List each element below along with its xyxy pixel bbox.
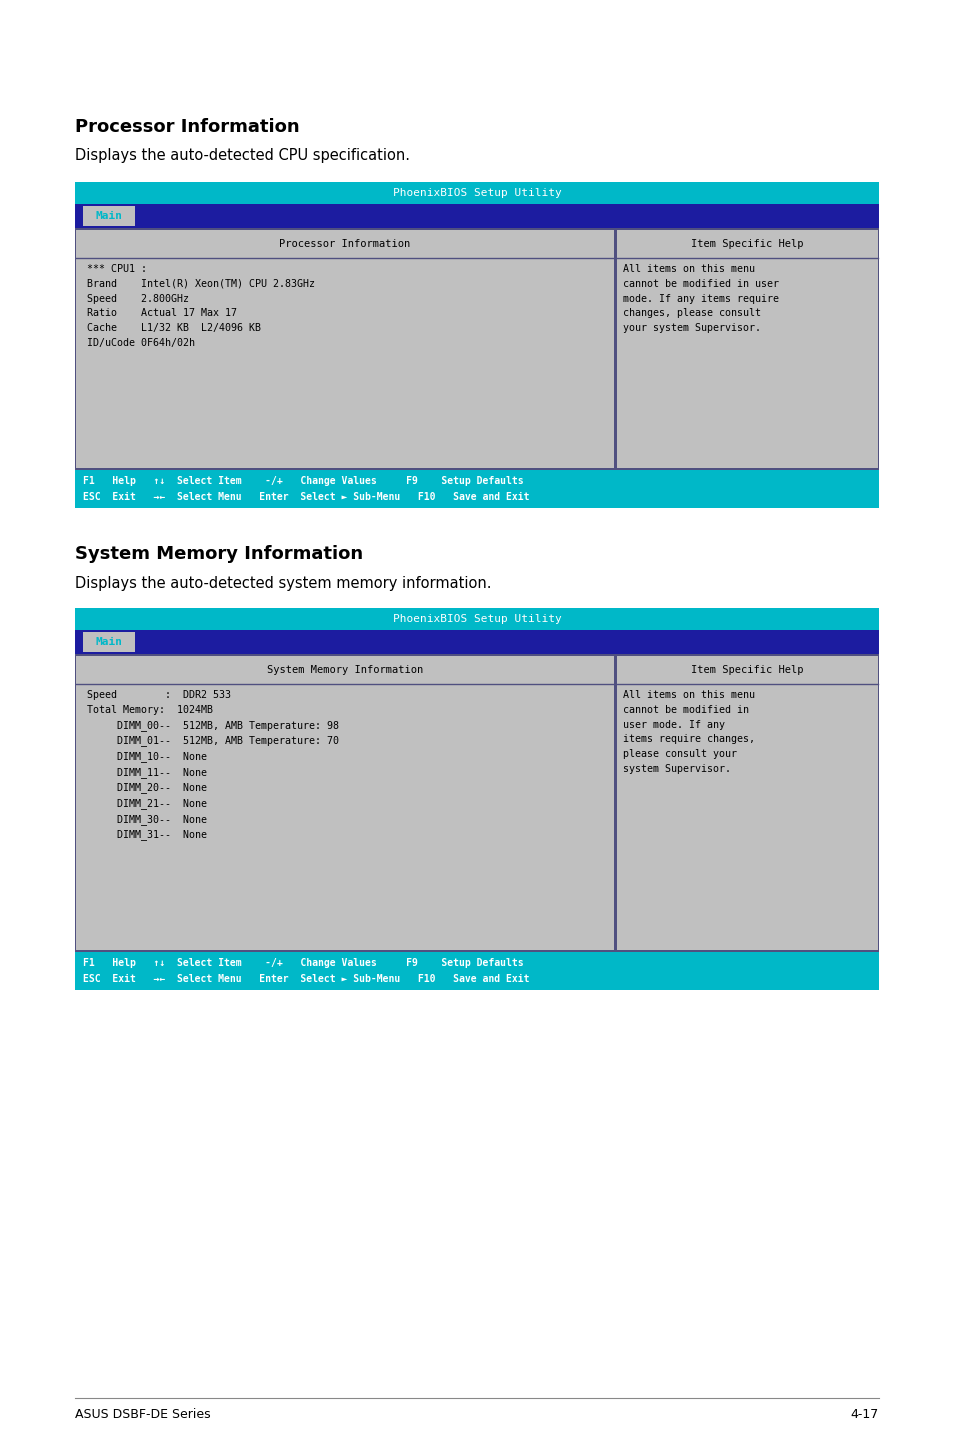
Text: All items on this menu
cannot be modified in
user mode. If any
items require cha: All items on this menu cannot be modifie… [622, 690, 754, 774]
Bar [617, 656, 877, 951]
Bar [83, 206, 135, 226]
Text: PhoenixBIOS Setup Utility: PhoenixBIOS Setup Utility [393, 614, 560, 624]
Text: All items on this menu
cannot be modified in user
mode. If any items require
cha: All items on this menu cannot be modifie… [622, 265, 779, 334]
Bar [76, 230, 614, 467]
Bar [617, 230, 877, 467]
Bar [75, 470, 878, 508]
Bar [76, 230, 614, 257]
Text: 4-17: 4-17 [850, 1408, 878, 1422]
Text: ESC  Exit   →←  Select Menu   Enter  Select ► Sub-Menu   F10   Save and Exit: ESC Exit →← Select Menu Enter Select ► S… [83, 492, 529, 502]
Text: Main: Main [95, 211, 122, 221]
Text: System Memory Information: System Memory Information [267, 664, 423, 674]
Text: Processor Information: Processor Information [279, 239, 410, 249]
Bar [76, 656, 614, 951]
Text: F1   Help   ↑↓  Select Item    -/+   Change Values     F9    Setup Defaults: F1 Help ↑↓ Select Item -/+ Change Values… [83, 476, 523, 486]
Bar [83, 631, 135, 651]
Bar [617, 656, 877, 684]
Text: Main: Main [95, 637, 122, 647]
Text: PhoenixBIOS Setup Utility: PhoenixBIOS Setup Utility [393, 188, 560, 198]
Bar [75, 630, 878, 654]
Text: Displays the auto-detected system memory information.: Displays the auto-detected system memory… [75, 577, 491, 591]
Bar [75, 952, 878, 989]
Bar [75, 608, 878, 989]
Text: F1   Help   ↑↓  Select Item    -/+   Change Values     F9    Setup Defaults: F1 Help ↑↓ Select Item -/+ Change Values… [83, 958, 523, 968]
Bar [76, 656, 614, 684]
Text: *** CPU1 :
Brand    Intel(R) Xeon(TM) CPU 2.83GHz
Speed    2.800GHz
Ratio    Act: *** CPU1 : Brand Intel(R) Xeon(TM) CPU 2… [87, 265, 314, 348]
Bar [75, 204, 878, 229]
Text: Processor Information: Processor Information [75, 118, 299, 137]
Bar [75, 183, 878, 508]
Text: Displays the auto-detected CPU specification.: Displays the auto-detected CPU specifica… [75, 148, 410, 162]
Text: System Memory Information: System Memory Information [75, 545, 363, 564]
Bar [75, 183, 878, 204]
Bar [617, 230, 877, 257]
Text: Speed        :  DDR2 533
Total Memory:  1024MB
     DIMM_00--  512MB, AMB Temper: Speed : DDR2 533 Total Memory: 1024MB DI… [87, 690, 338, 840]
Text: ASUS DSBF-DE Series: ASUS DSBF-DE Series [75, 1408, 211, 1422]
Bar [75, 608, 878, 630]
Text: ESC  Exit   →←  Select Menu   Enter  Select ► Sub-Menu   F10   Save and Exit: ESC Exit →← Select Menu Enter Select ► S… [83, 975, 529, 985]
Text: Item Specific Help: Item Specific Help [691, 239, 803, 249]
Text: Item Specific Help: Item Specific Help [691, 664, 803, 674]
